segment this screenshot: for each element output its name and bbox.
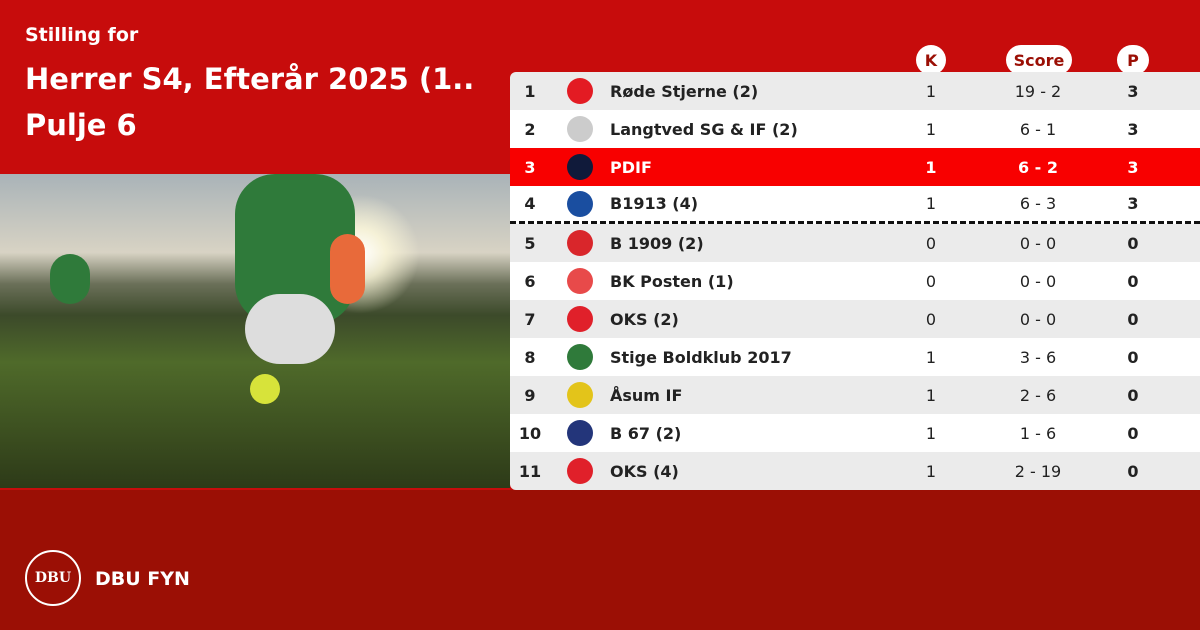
team-logo-icon	[550, 420, 610, 446]
player-shorts	[245, 294, 335, 364]
score: 19 - 2	[1014, 81, 1062, 101]
team-logo-icon	[550, 268, 610, 294]
column-header-p: P	[1117, 45, 1149, 75]
points: 3	[1127, 157, 1139, 177]
player-figure	[330, 234, 365, 304]
team-name[interactable]: OKS (2)	[610, 309, 679, 329]
matches-played: 0	[925, 309, 937, 329]
score: 2 - 6	[1019, 385, 1057, 405]
position: 3	[524, 157, 536, 177]
matches-played: 0	[925, 271, 937, 291]
score: 6 - 2	[1017, 157, 1059, 177]
score: 1 - 6	[1019, 423, 1057, 443]
position: 10	[518, 423, 542, 443]
position: 1	[524, 81, 536, 101]
matches-played: 1	[925, 157, 937, 177]
team-logo-icon	[550, 154, 610, 180]
matches-played: 1	[925, 423, 937, 443]
team-name[interactable]: Langtved SG & IF (2)	[610, 119, 798, 139]
table-row[interactable]: 10 B 67 (2) 1 1 - 6 0	[510, 414, 1200, 452]
team-name[interactable]: B 1909 (2)	[610, 233, 704, 253]
team-logo-icon	[550, 190, 610, 217]
table-row[interactable]: 5 B 1909 (2) 0 0 - 0 0	[510, 224, 1200, 262]
score: 0 - 0	[1019, 309, 1057, 329]
points: 0	[1127, 233, 1139, 253]
table-row[interactable]: 4 B1913 (4) 1 6 - 3 3	[510, 186, 1200, 224]
player-figure	[50, 254, 90, 304]
position: 2	[524, 119, 536, 139]
score: 6 - 1	[1019, 119, 1057, 139]
team-name[interactable]: OKS (4)	[610, 461, 679, 481]
team-name[interactable]: BK Posten (1)	[610, 271, 734, 291]
team-logo-icon	[550, 230, 610, 256]
page-title: Herrer S4, Efterår 2025 (1.. Pulje 6	[25, 56, 495, 148]
matches-played: 1	[925, 194, 937, 213]
matches-played: 1	[925, 461, 937, 481]
score: 6 - 3	[1019, 194, 1057, 213]
team-logo-icon	[550, 116, 610, 142]
matches-played: 1	[925, 119, 937, 139]
points: 3	[1127, 81, 1139, 101]
position: 11	[518, 461, 542, 481]
team-name[interactable]: B1913 (4)	[610, 194, 699, 213]
points: 0	[1127, 423, 1139, 443]
team-name[interactable]: Åsum IF	[610, 385, 683, 405]
column-header-score: Score	[1006, 45, 1072, 75]
team-logo-icon	[550, 306, 610, 332]
footer-background	[0, 490, 1200, 630]
matches-played: 1	[925, 385, 937, 405]
score: 0 - 0	[1019, 233, 1057, 253]
subtitle: Stilling for	[25, 24, 139, 46]
team-name[interactable]: Røde Stjerne (2)	[610, 81, 759, 101]
points: 3	[1127, 119, 1139, 139]
points: 0	[1127, 309, 1139, 329]
score: 3 - 6	[1019, 347, 1057, 367]
table-row[interactable]: 7 OKS (2) 0 0 - 0 0	[510, 300, 1200, 338]
team-name[interactable]: PDIF	[610, 157, 652, 177]
position: 8	[524, 347, 536, 367]
points: 3	[1127, 194, 1139, 213]
team-name[interactable]: Stige Boldklub 2017	[610, 347, 792, 367]
pool-title: Pulje 6	[25, 108, 137, 142]
position: 7	[524, 309, 536, 329]
ball	[250, 374, 280, 404]
brand-name: DBU FYN	[95, 568, 190, 590]
column-header-k: K	[916, 45, 946, 75]
position: 4	[524, 194, 536, 213]
matches-played: 1	[925, 347, 937, 367]
matches-played: 1	[925, 81, 937, 101]
table-row[interactable]: 11 OKS (4) 1 2 - 19 0	[510, 452, 1200, 490]
points: 0	[1127, 271, 1139, 291]
table-row[interactable]: 3 PDIF 1 6 - 2 3	[510, 148, 1200, 186]
score: 0 - 0	[1019, 271, 1057, 291]
position: 9	[524, 385, 536, 405]
position: 6	[524, 271, 536, 291]
table-row[interactable]: 2 Langtved SG & IF (2) 1 6 - 1 3	[510, 110, 1200, 148]
football-photo	[0, 174, 510, 488]
table-row[interactable]: 9 Åsum IF 1 2 - 6 0	[510, 376, 1200, 414]
points: 0	[1127, 385, 1139, 405]
team-logo-icon	[550, 382, 610, 408]
points: 0	[1127, 461, 1139, 481]
table-row[interactable]: 1 Røde Stjerne (2) 1 19 - 2 3	[510, 72, 1200, 110]
points: 0	[1127, 347, 1139, 367]
team-name[interactable]: B 67 (2)	[610, 423, 682, 443]
score: 2 - 19	[1014, 461, 1062, 481]
matches-played: 0	[925, 233, 937, 253]
dbu-logo: DBU	[25, 550, 81, 606]
league-title: Herrer S4, Efterår 2025 (1..	[25, 62, 475, 96]
team-logo-icon	[550, 78, 610, 104]
table-row[interactable]: 6 BK Posten (1) 0 0 - 0 0	[510, 262, 1200, 300]
team-logo-icon	[550, 344, 610, 370]
team-logo-icon	[550, 458, 610, 484]
position: 5	[524, 233, 536, 253]
table-row[interactable]: 8 Stige Boldklub 2017 1 3 - 6 0	[510, 338, 1200, 376]
